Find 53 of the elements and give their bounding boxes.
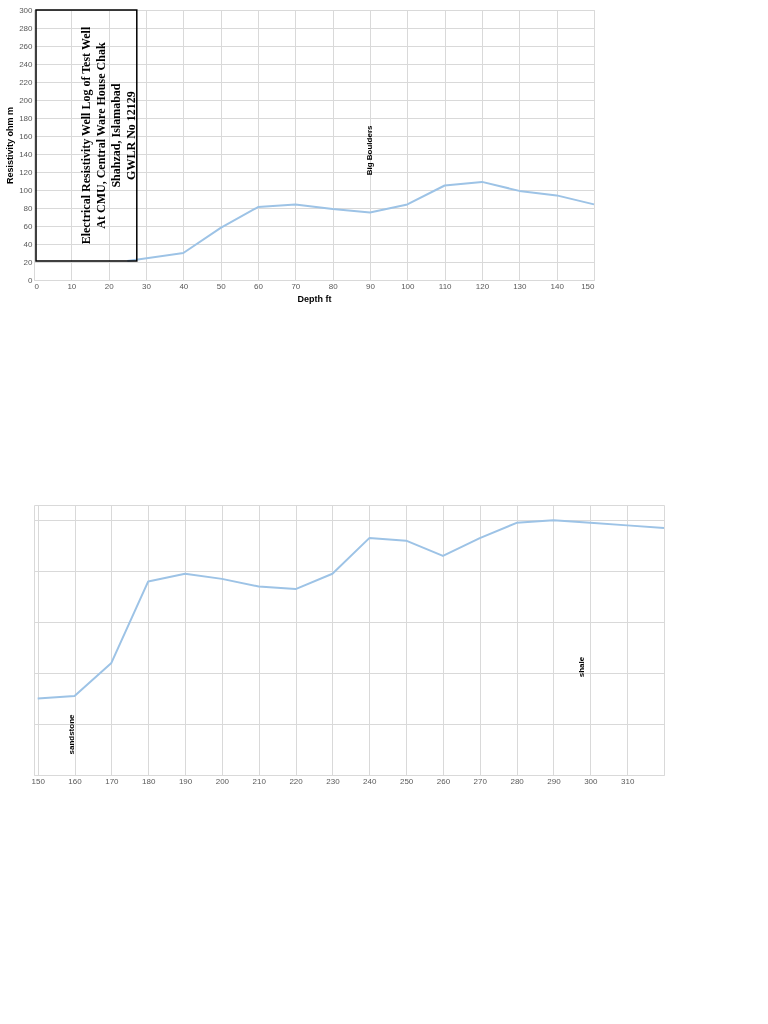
y-tick-label: 300 xyxy=(19,5,34,15)
x-tick-label: 230 xyxy=(326,776,341,786)
y-tick-label: 160 xyxy=(19,131,34,141)
y-tick-label: 200 xyxy=(19,95,34,105)
y-tick-label: 240 xyxy=(19,59,34,69)
y-tick-label: 20 xyxy=(23,257,34,267)
y-tick-label: 220 xyxy=(19,77,34,87)
x-tick-label: 70 xyxy=(291,281,301,291)
x-tick-label: 110 xyxy=(438,281,453,291)
x-tick-label: 150 xyxy=(31,776,46,786)
x-tick-label: 120 xyxy=(475,281,490,291)
x-tick-label: 50 xyxy=(216,281,227,291)
x-tick-label: 220 xyxy=(289,776,304,786)
x-tick-label: 210 xyxy=(252,776,267,786)
x-tick-label: 310 xyxy=(620,776,635,786)
x-tick-label: 250 xyxy=(399,776,414,786)
x-tick-label: 180 xyxy=(142,776,156,786)
x-tick-label: 280 xyxy=(510,776,525,786)
x-tick-label: 200 xyxy=(215,776,230,786)
x-tick-label: 270 xyxy=(473,776,488,786)
annotation: shale xyxy=(577,656,587,678)
x-tick-label: 170 xyxy=(105,776,120,786)
y-axis-title: Resistivity ohm m xyxy=(5,106,16,185)
x-tick-label: 100 xyxy=(401,281,416,291)
x-tick-label: 90 xyxy=(366,281,376,291)
text: Electrical Resistivity Well Log of Test Well At CMU, Central Ware House Chak Shahzad, Islamabad GWLR No 12129 xyxy=(79,26,139,245)
x-tick-label: 40 xyxy=(179,281,189,291)
y-tick-label: 140 xyxy=(19,149,34,159)
y-tick-label: 120 xyxy=(19,167,34,177)
y-tick-label: 80 xyxy=(23,203,34,213)
x-axis-title: Depth ft xyxy=(297,293,332,304)
x-tick-label: 30 xyxy=(142,281,152,291)
x-tick-label: 130 xyxy=(513,281,528,291)
y-tick-label: 40 xyxy=(23,239,34,249)
x-tick-label: 190 xyxy=(178,776,193,786)
x-tick-label: 60 xyxy=(254,281,264,291)
x-tick-label: 160 xyxy=(68,776,83,786)
x-tick-label: 260 xyxy=(436,776,451,786)
annotation: sandstone xyxy=(66,713,76,755)
y-tick-label: 260 xyxy=(19,41,34,51)
x-tick-label: 300 xyxy=(584,776,599,786)
x-tick-label: 150 xyxy=(581,281,596,291)
y-tick-label: 180 xyxy=(19,113,34,123)
x-tick-label: 290 xyxy=(547,776,562,786)
x-tick-label: 80 xyxy=(328,281,339,291)
x-tick-label: 10 xyxy=(67,281,77,291)
y-tick-label: 60 xyxy=(23,221,34,231)
x-tick-label: 140 xyxy=(550,281,565,291)
x-tick-label: 240 xyxy=(363,776,377,786)
y-tick-label: 100 xyxy=(19,185,34,195)
y-tick-label: 280 xyxy=(19,23,34,33)
x-tick-label: 20 xyxy=(104,281,115,291)
annotation: Big Boulders xyxy=(365,124,374,176)
